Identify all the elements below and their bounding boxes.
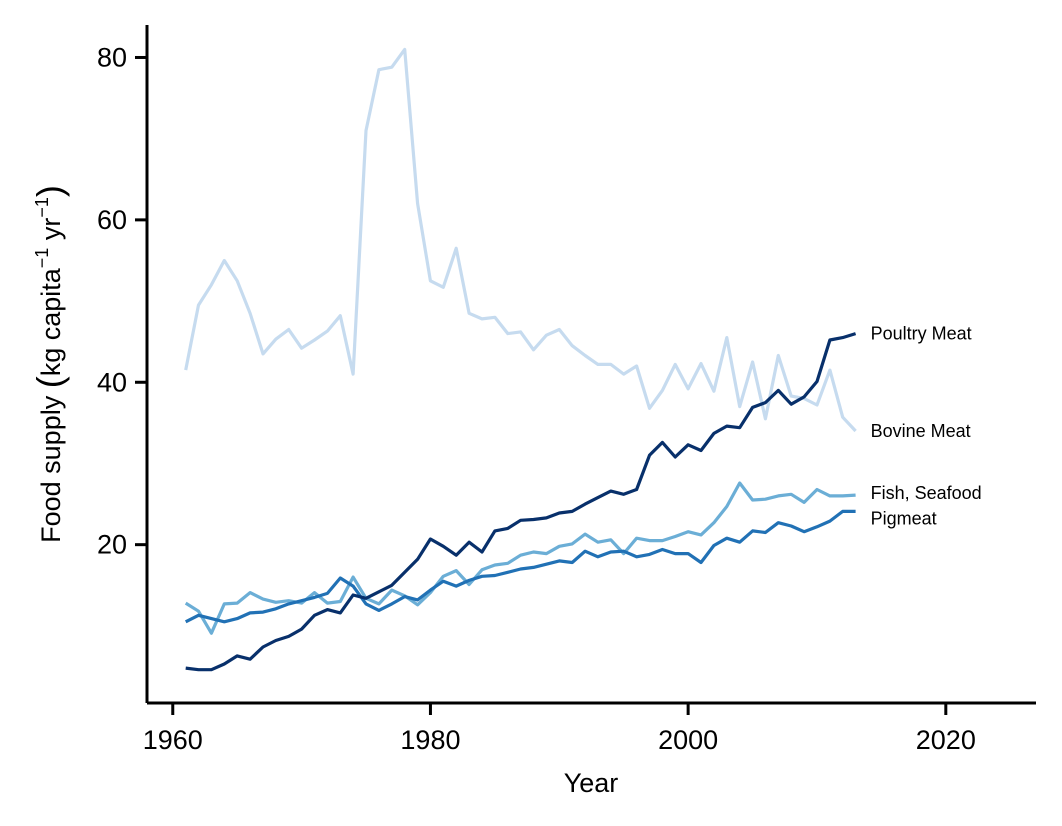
y-tick-label: 80 [97, 42, 127, 72]
series-label-fish-seafood: Fish, Seafood [871, 483, 982, 503]
series-label-pigmeat: Pigmeat [871, 508, 937, 528]
x-axis-ticks: 1960 1980 2000 2020 [143, 703, 976, 755]
x-tick-label: 2020 [916, 725, 976, 755]
series-line-fish-seafood [184, 481, 856, 635]
y-tick-label: 60 [97, 205, 127, 235]
y-axis-title: Food supply (kg capita−1 yr−1) [29, 185, 70, 543]
series-line-bovine-meat [184, 47, 857, 433]
series-line-poultry-meat [185, 332, 857, 672]
y-axis-title-sup-kg: −1 [32, 248, 52, 269]
x-tick-label: 1980 [400, 725, 460, 755]
series-labels: Bovine Meat Fish, Seafood Pigmeat Poultry M… [871, 324, 982, 529]
series-label-bovine-meat: Bovine Meat [871, 421, 971, 441]
x-tick-label: 2000 [658, 725, 718, 755]
y-axis-title-unit-kg: kg capita [36, 267, 66, 376]
x-tick-label: 1960 [143, 725, 203, 755]
series-label-poultry-meat: Poultry Meat [871, 324, 972, 344]
y-axis-title-sup-yr: −1 [32, 197, 52, 218]
series-line-pigmeat [184, 509, 856, 624]
x-axis-title: Year [564, 768, 619, 798]
y-tick-label: 40 [97, 367, 127, 397]
series-lines [184, 47, 857, 672]
y-axis-title-unit-yr: yr [36, 218, 66, 241]
y-axis-title-main: Food supply [36, 395, 66, 543]
y-axis-ticks: 20 40 60 80 [97, 42, 147, 560]
y-tick-label: 20 [97, 530, 127, 560]
